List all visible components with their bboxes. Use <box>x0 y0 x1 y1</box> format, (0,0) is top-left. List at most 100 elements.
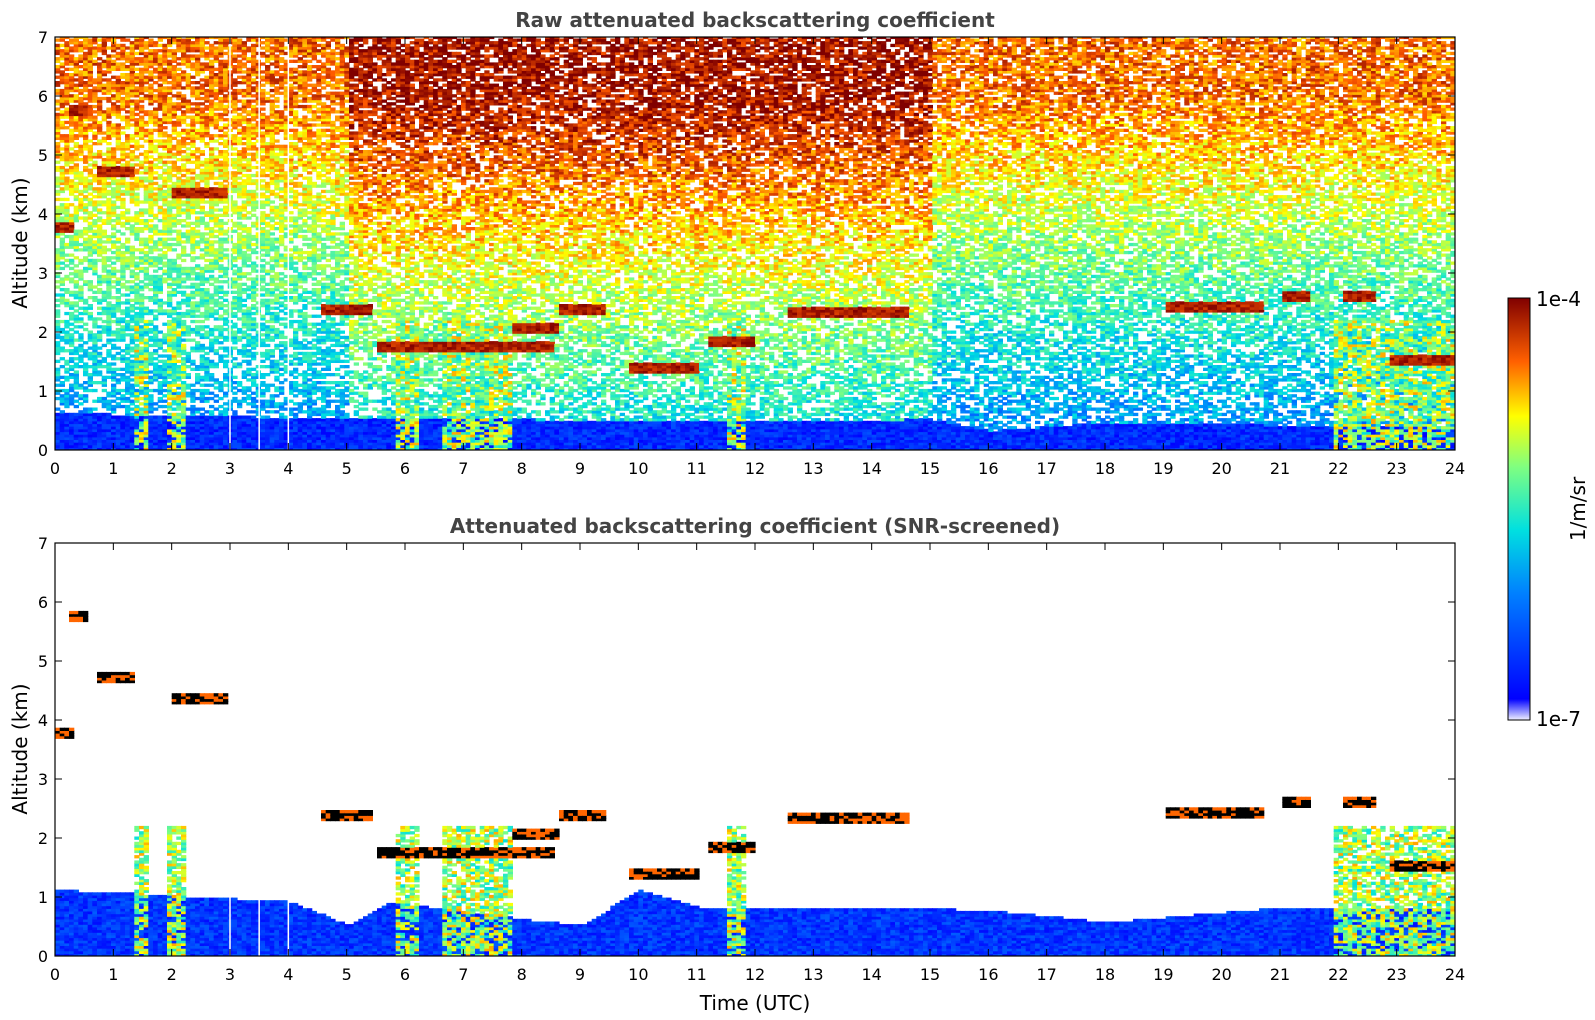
heatmap-cell <box>64 121 69 124</box>
heatmap-cell <box>60 134 65 137</box>
heatmap-cell <box>74 230 79 233</box>
top-heatmap <box>55 36 1460 451</box>
heatmap-cell <box>64 134 69 137</box>
heatmap-cell <box>69 349 74 352</box>
heatmap-cell <box>69 365 74 368</box>
heatmap-cell <box>69 291 74 294</box>
heatmap-cell <box>64 254 69 257</box>
heatmap-cell <box>60 70 65 73</box>
heatmap-cell <box>69 328 74 331</box>
heatmap-cell <box>55 293 60 296</box>
heatmap-cell <box>60 166 65 169</box>
heatmap-cell <box>69 129 74 132</box>
heatmap-cell <box>74 392 79 395</box>
heatmap-cell <box>64 360 69 363</box>
heatmap-cell <box>69 267 74 270</box>
heatmap-cell <box>55 177 60 180</box>
heatmap-cell <box>55 198 60 201</box>
heatmap-cell <box>64 264 69 267</box>
heatmap-cell <box>69 235 74 238</box>
heatmap-cell <box>69 312 74 315</box>
heatmap-cell <box>55 190 60 193</box>
heatmap-cell <box>64 320 69 323</box>
heatmap-cell <box>64 198 69 201</box>
heatmap-cell <box>55 65 60 68</box>
heatmap-cell <box>60 365 65 368</box>
heatmap-cell <box>55 285 60 288</box>
heatmap-cell <box>64 312 69 315</box>
heatmap-cell <box>60 288 65 291</box>
heatmap-cell <box>55 368 60 371</box>
heatmap-cell <box>60 62 65 65</box>
heatmap-cell <box>55 39 60 42</box>
heatmap-cell <box>69 39 74 42</box>
heatmap-cell <box>74 413 79 416</box>
heatmap-cell <box>74 301 79 304</box>
heatmap-cell <box>69 147 74 150</box>
heatmap-cell <box>64 108 69 111</box>
heatmap-cell <box>74 270 79 273</box>
heatmap-cell <box>69 54 74 57</box>
heatmap-cell <box>69 277 74 280</box>
heatmap-cell <box>69 68 74 71</box>
heatmap-cell <box>55 309 60 312</box>
heatmap-cell <box>74 182 79 185</box>
heatmap-cell <box>60 320 65 323</box>
heatmap-cell <box>60 277 65 280</box>
heatmap-cell <box>69 413 74 416</box>
heatmap-cell <box>55 384 60 387</box>
heatmap-cell <box>60 293 65 296</box>
heatmap-cell <box>64 41 69 44</box>
heatmap-cell <box>74 206 79 209</box>
heatmap-cell <box>55 304 60 307</box>
heatmap-cell <box>64 368 69 371</box>
heatmap-cell <box>74 362 79 365</box>
heatmap-cell <box>69 373 74 376</box>
heatmap-cell <box>69 153 74 156</box>
heatmap-cell <box>69 272 74 275</box>
heatmap-cell <box>64 126 69 129</box>
heatmap-cell <box>55 206 60 209</box>
heatmap-cell <box>74 400 79 403</box>
heatmap-cell <box>64 299 69 302</box>
heatmap-cell <box>60 203 65 206</box>
heatmap-cell <box>60 357 65 360</box>
heatmap-cell <box>60 121 65 124</box>
heatmap-cell <box>74 331 79 334</box>
heatmap-cell <box>64 203 69 206</box>
heatmap-cell <box>60 44 65 47</box>
heatmap-cell <box>55 341 60 344</box>
heatmap-cell <box>55 161 60 164</box>
heatmap-cell <box>64 243 69 246</box>
heatmap-cell <box>55 280 60 283</box>
heatmap-cell <box>64 331 69 334</box>
heatmap-cell <box>69 166 74 169</box>
heatmap-cell <box>55 100 60 103</box>
heatmap-cell <box>74 357 79 360</box>
heatmap-cell <box>60 216 65 219</box>
heatmap-cell <box>69 73 74 76</box>
heatmap-cell <box>74 280 79 283</box>
heatmap-cell <box>60 394 65 397</box>
heatmap-cell <box>55 248 60 251</box>
heatmap-cell <box>64 259 69 262</box>
heatmap-cell <box>60 336 65 339</box>
heatmap-cell <box>69 323 74 326</box>
heatmap-cell <box>64 349 69 352</box>
heatmap-cell <box>55 360 60 363</box>
heatmap-cell <box>64 177 69 180</box>
heatmap-cell <box>55 89 60 92</box>
heatmap-cell <box>64 413 69 416</box>
heatmap-cell <box>69 254 74 257</box>
heatmap-cell <box>60 347 65 350</box>
heatmap-cell <box>69 94 74 97</box>
heatmap-cell <box>64 376 69 379</box>
heatmap-cell <box>64 73 69 76</box>
heatmap-cell <box>55 320 60 323</box>
heatmap-cell <box>55 408 60 411</box>
heatmap-cell <box>60 89 65 92</box>
heatmap-cell <box>55 57 60 60</box>
heatmap-cell <box>74 195 79 198</box>
heatmap-cell <box>69 203 74 206</box>
heatmap-cell <box>55 333 60 336</box>
